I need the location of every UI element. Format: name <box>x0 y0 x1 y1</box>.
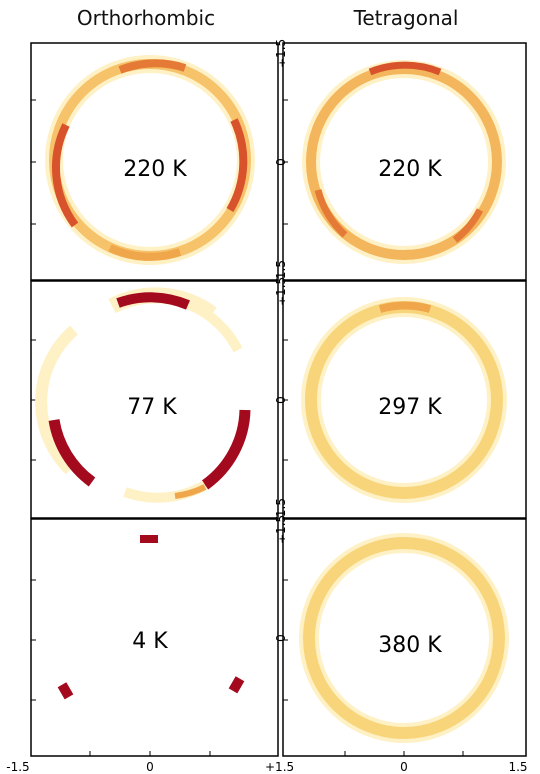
panel-frame-5 <box>30 518 279 757</box>
column-title-tetragonal: Tetragonal <box>353 6 459 30</box>
y-tick-label-top-3: ∓1.5 <box>274 515 288 544</box>
y-tick-label-top: ∓1.5 <box>274 39 288 68</box>
column-title-orthorhombic: Orthorhombic <box>76 6 216 30</box>
y-tick-label-mid-3: 0 <box>274 634 288 642</box>
panel-label-1: 220 K <box>123 157 187 182</box>
ring-tetra-220 <box>302 60 506 264</box>
x-tick-label-right-2: 0 <box>400 760 408 774</box>
y-tick-label-mid: 0 <box>274 158 288 166</box>
panel-label-6: 380 K <box>378 633 442 658</box>
panel-label-3: 77 K <box>127 395 177 420</box>
y-ticks <box>31 99 464 756</box>
panel-label-5: 4 K <box>132 629 168 654</box>
y-tick-label-top-2: ∓1.5 <box>274 277 288 306</box>
y-tick-label-bottom: 1.5 <box>274 260 288 279</box>
x-tick-label-right-3: 1.5 <box>508 760 527 774</box>
y-tick-label-bottom-2: 1.5 <box>274 498 288 517</box>
x-tick-label-left-3: +1.5 <box>265 760 294 774</box>
ring-tetra-297 <box>301 297 507 503</box>
x-tick-label-left-2: 0 <box>146 760 154 774</box>
panel-label-2: 220 K <box>378 157 442 182</box>
panel-label-4: 297 K <box>378 395 442 420</box>
spots-ortho-4 <box>57 535 245 700</box>
ring-ortho-220 <box>45 55 255 265</box>
ring-tetra-380 <box>299 533 509 743</box>
arcs-ortho-77 <box>35 287 251 503</box>
y-tick-label-mid-2: 0 <box>274 396 288 404</box>
x-tick-label-left-1: -1.5 <box>6 760 29 774</box>
